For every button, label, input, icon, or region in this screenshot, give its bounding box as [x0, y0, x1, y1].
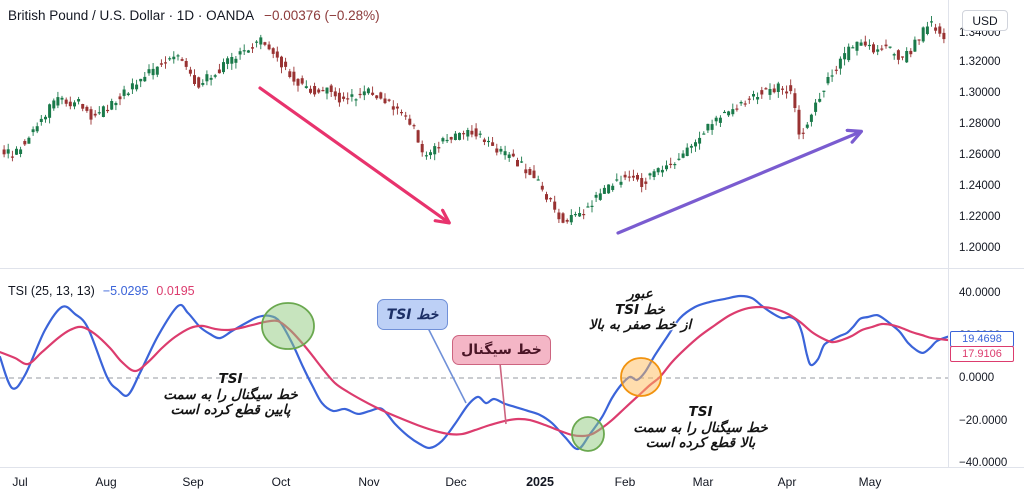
time-tick-label: 2025	[526, 475, 554, 489]
tsi-tick-label: 0.0000	[959, 372, 995, 384]
symbol-change: −0.00376 (−0.28%)	[264, 8, 380, 23]
annotation-cross-up[interactable]: TSI خط سیگنال را به سمت بالا قطع کرده اس…	[633, 404, 768, 452]
tsi-last-value-label: 19.4698	[950, 331, 1014, 347]
downtrend-arrow[interactable]	[258, 86, 451, 225]
currency-toggle-button[interactable]: USD	[962, 10, 1008, 31]
tsi-line	[0, 294, 950, 451]
candlestick-series	[2, 16, 946, 225]
price-tick-label: 1.28000	[959, 118, 1001, 130]
signal-cross-down-circle[interactable]	[261, 302, 315, 350]
tsi-indicator-series	[0, 294, 950, 451]
zero-cross-circle[interactable]	[620, 357, 662, 397]
tsi-header: TSI (25, 13, 13) −5.0295 0.0195	[8, 284, 195, 298]
price-tick-label: 1.24000	[959, 180, 1001, 192]
annotation-cross-down[interactable]: TSI خط سیگنال را به سمت پایین قطع کرده ا…	[163, 371, 298, 419]
uptrend-arrow[interactable]	[616, 128, 864, 235]
tsi-value-blue: −5.0295	[102, 284, 149, 298]
price-tick-label: 1.30000	[959, 87, 1001, 99]
symbol-header: British Pound / U.S. Dollar · 1D · OANDA…	[8, 8, 380, 23]
signal-callout-pointer[interactable]	[499, 362, 507, 425]
time-tick-label: Aug	[95, 475, 117, 489]
tsi-tick-label: 40.0000	[959, 287, 1001, 299]
tsi-value-pink: 0.0195	[156, 284, 195, 298]
time-tick-label: Jul	[12, 475, 28, 489]
time-tick-label: Mar	[692, 475, 714, 489]
symbol-title[interactable]: British Pound / U.S. Dollar · 1D · OANDA	[8, 8, 255, 23]
price-tick-label: 1.32000	[959, 56, 1001, 68]
time-tick-label: Nov	[358, 475, 380, 489]
tsi-line-callout[interactable]: خط TSI	[377, 299, 448, 330]
tsi-tick-label: −20.0000	[959, 415, 1008, 427]
time-tick-label: Feb	[614, 475, 636, 489]
price-tick-label: 1.20000	[959, 242, 1001, 254]
signal-line-callout[interactable]: خط سیگنال	[452, 335, 551, 365]
time-tick-label: Dec	[445, 475, 467, 489]
annotation-zero-cross[interactable]: عبور خط TSI از خط صفر به بالا	[588, 286, 692, 334]
tsi-title[interactable]: TSI (25, 13, 13)	[8, 284, 95, 298]
tsi-callout-pointer[interactable]	[427, 327, 467, 404]
time-tick-label: Sep	[182, 475, 204, 489]
price-tick-label: 1.22000	[959, 211, 1001, 223]
time-axis[interactable]: Jul Aug Sep Oct Nov Dec 2025 Feb Mar Apr May	[0, 467, 1024, 497]
drawing-objects[interactable]	[258, 86, 864, 452]
time-tick-label: May	[858, 475, 882, 489]
signal-line	[0, 305, 950, 438]
price-axis[interactable]: 1.34000 1.32000 1.30000 1.28000 1.26000 1.240…	[948, 0, 1024, 469]
time-tick-label: Oct	[271, 475, 291, 489]
signal-last-value-label: 17.9106	[950, 346, 1014, 362]
time-tick-label: Apr	[777, 475, 797, 489]
tsi-tick-label: −40.0000	[959, 457, 1008, 469]
signal-cross-up-circle[interactable]	[571, 416, 605, 452]
price-tick-label: 1.26000	[959, 149, 1001, 161]
